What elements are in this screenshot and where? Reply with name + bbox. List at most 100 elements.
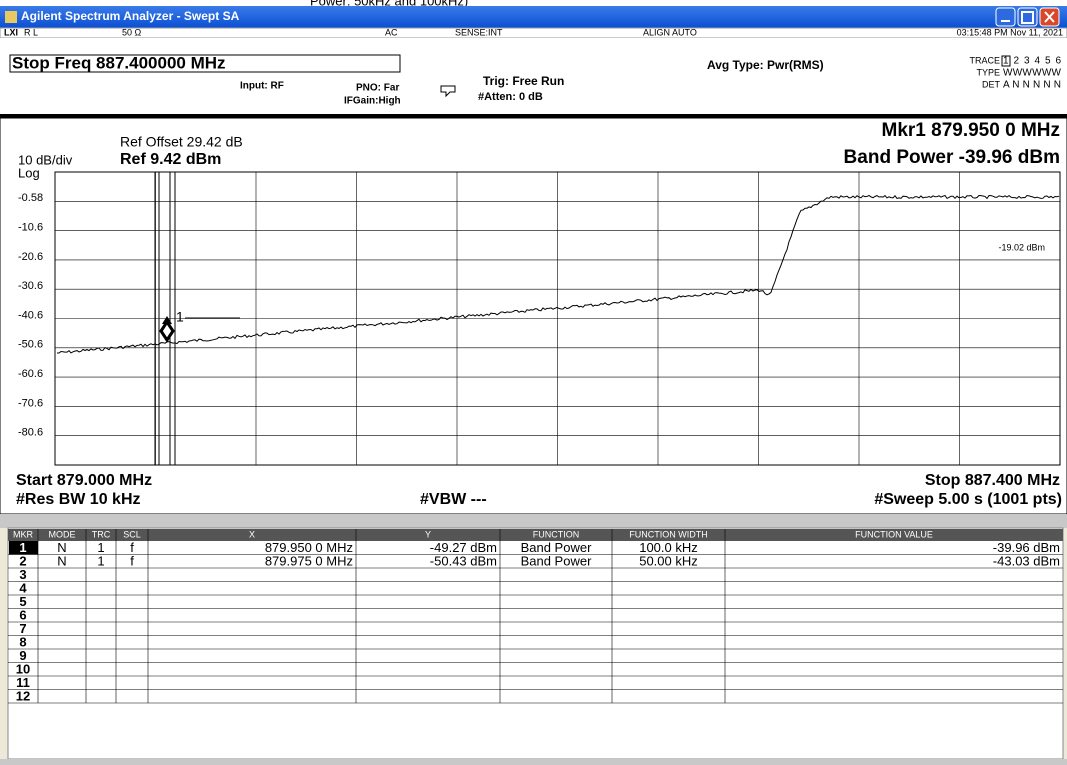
ifgain: IFGain:High xyxy=(344,96,401,107)
table-cell: 6 xyxy=(19,608,26,623)
table-header: MKR xyxy=(13,529,34,539)
table-header: Y xyxy=(425,529,431,539)
band-power-readout: Band Power -39.96 dBm xyxy=(844,147,1060,168)
bottom-bar xyxy=(0,759,1067,765)
header-panel xyxy=(0,38,1067,114)
marker-arrow xyxy=(162,316,172,324)
separator xyxy=(0,114,1067,118)
y-axis-label: -0.58 xyxy=(18,192,43,204)
status-sense: SENSE:INT xyxy=(455,27,503,37)
table-cell: N xyxy=(57,554,66,569)
table-cell: 5 xyxy=(19,594,26,609)
marker-diamond xyxy=(159,319,175,343)
plot-panel xyxy=(0,117,1067,515)
table-header: FUNCTION xyxy=(533,529,580,539)
atten: #Atten: 0 dB xyxy=(478,91,543,103)
table-cell: -49.27 dBm xyxy=(430,540,497,555)
status-bar xyxy=(0,27,1067,39)
table-cell: 12 xyxy=(16,689,30,704)
start-freq: Start 879.000 MHz xyxy=(16,472,152,489)
table-cell: -50.43 dBm xyxy=(430,554,497,569)
table-cell: 9 xyxy=(19,648,26,663)
status-align: ALIGN AUTO xyxy=(643,27,697,37)
table-cell: -39.96 dBm xyxy=(993,540,1060,555)
table-cell: Band Power xyxy=(521,540,592,555)
caption-fragment: Power: 50kHz and 100kHz) xyxy=(310,0,468,8)
table-cell: f xyxy=(130,554,134,569)
table-cell: 100.0 kHz xyxy=(639,540,698,555)
pno: PNO: Far xyxy=(356,83,399,94)
ref-offset: Ref Offset 29.42 dB xyxy=(120,134,243,150)
status-datetime: 03:15:48 PM Nov 11, 2021 xyxy=(957,27,1063,37)
table-header-bg xyxy=(8,529,1063,541)
trace-row-label: DET xyxy=(982,79,1001,89)
y-axis-label: -40.6 xyxy=(18,309,43,321)
trace xyxy=(57,194,1060,354)
active-function-box xyxy=(9,54,401,73)
marker-table xyxy=(7,527,1064,760)
active-function: Stop Freq 887.400000 MHz xyxy=(12,53,226,72)
status-impedance: 50 Ω xyxy=(122,27,142,37)
marker-table-body: MKR MODE TRC SCL X Y FUNCTION FUNCTION WIDTH FUN… xyxy=(8,529,1063,704)
table-cell: f xyxy=(130,540,134,555)
table-header: MODE xyxy=(49,529,76,539)
minimize-button[interactable] xyxy=(995,7,1016,27)
table-cell: 8 xyxy=(19,635,26,650)
vbw: #VBW --- xyxy=(420,491,487,508)
table-cell: 1 xyxy=(19,540,26,555)
table-cell: 10 xyxy=(16,662,30,677)
table-header: SCL xyxy=(123,529,141,539)
table-cell: 11 xyxy=(16,675,30,690)
scale: 10 dB/div xyxy=(18,152,73,167)
y-axis-label: -80.6 xyxy=(18,427,43,439)
rbw: #Res BW 10 kHz xyxy=(16,491,141,508)
table-header: X xyxy=(249,529,255,539)
table-cell: 879.950 0 MHz xyxy=(265,540,353,555)
stop-freq: Stop 887.400 MHz xyxy=(925,472,1060,489)
status-rl: R L xyxy=(24,27,38,37)
lxi-icon: LXI xyxy=(4,27,18,37)
log: Log xyxy=(18,165,40,180)
trig-icon xyxy=(440,85,456,98)
window-title: Agilent Spectrum Analyzer - Swept SA xyxy=(21,9,240,23)
table-header: FUNCTION VALUE xyxy=(855,529,933,539)
trace-row-label: TRACE xyxy=(969,55,1000,65)
status-coupling: AC xyxy=(385,27,398,37)
table-cell: 1 xyxy=(97,554,104,569)
y-axis-label: -70.6 xyxy=(18,397,43,409)
table-cell: -43.03 dBm xyxy=(993,554,1060,569)
y-axis-label: -50.6 xyxy=(18,339,43,351)
trace-highlight xyxy=(1001,55,1011,67)
marker-readout: Mkr1 879.950 0 MHz xyxy=(882,120,1061,141)
row-number-highlight xyxy=(9,541,38,555)
y-axis-label: -30.6 xyxy=(18,280,43,292)
trace-row-label: TYPE xyxy=(976,67,1000,77)
y-axis-label: -20.6 xyxy=(18,251,43,263)
window-glyphs xyxy=(1001,11,1055,24)
table-cell: 7 xyxy=(19,621,26,636)
ref-level: Ref 9.42 dBm xyxy=(120,151,221,168)
trace-row-value: A N N N N N xyxy=(1003,80,1061,91)
table-cell: 879.975 0 MHz xyxy=(265,554,353,569)
caption-strip xyxy=(0,0,1067,6)
app-icon xyxy=(5,11,17,23)
marker-label: 1 xyxy=(176,309,184,325)
trig: Trig: Free Run xyxy=(483,74,564,88)
table-header: TRC xyxy=(92,529,111,539)
table-cell: 2 xyxy=(19,554,26,569)
trace-row-value: WWWWWW xyxy=(1003,68,1062,79)
table-cell: 50.00 kHz xyxy=(639,554,698,569)
sweep: #Sweep 5.00 s (1001 pts) xyxy=(874,491,1062,508)
table-header: FUNCTION WIDTH xyxy=(629,529,708,539)
title-bar xyxy=(0,6,1067,28)
y-axis-label: -60.6 xyxy=(18,368,43,380)
marker-band-lines xyxy=(154,172,176,465)
trace-row-value: 1 2 3 4 5 6 xyxy=(1003,56,1061,67)
input: Input: RF xyxy=(240,81,284,92)
table-cell: 3 xyxy=(19,567,26,582)
table-cell: 1 xyxy=(97,540,104,555)
table-cell: 4 xyxy=(19,581,27,596)
table-cell: Band Power xyxy=(521,554,592,569)
